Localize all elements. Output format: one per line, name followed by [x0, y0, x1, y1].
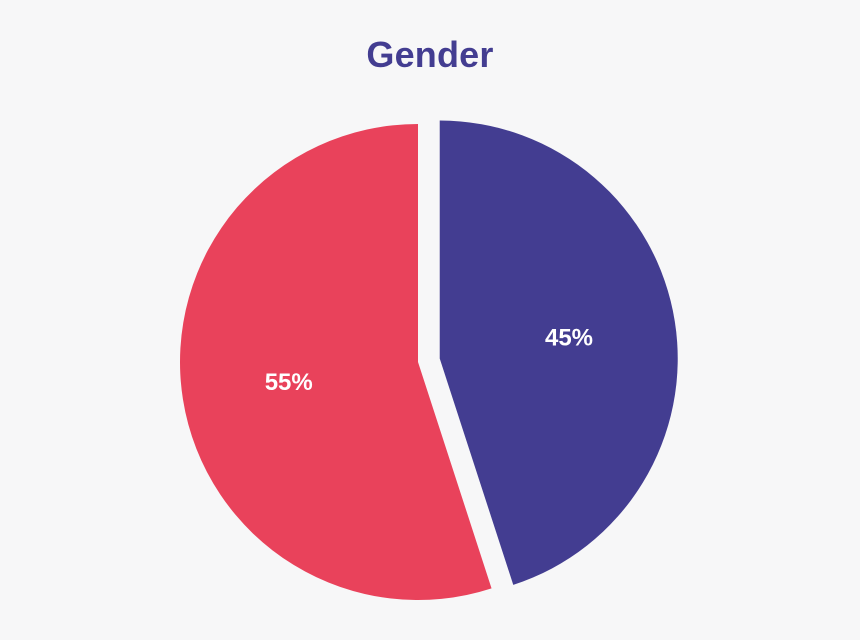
- chart-title: Gender: [366, 34, 494, 75]
- slice-label-55pct: 55%: [265, 369, 313, 396]
- pie-slice-55pct: [179, 124, 492, 600]
- slice-label-45pct: 45%: [545, 325, 593, 352]
- pie-slice-45pct: [439, 120, 678, 585]
